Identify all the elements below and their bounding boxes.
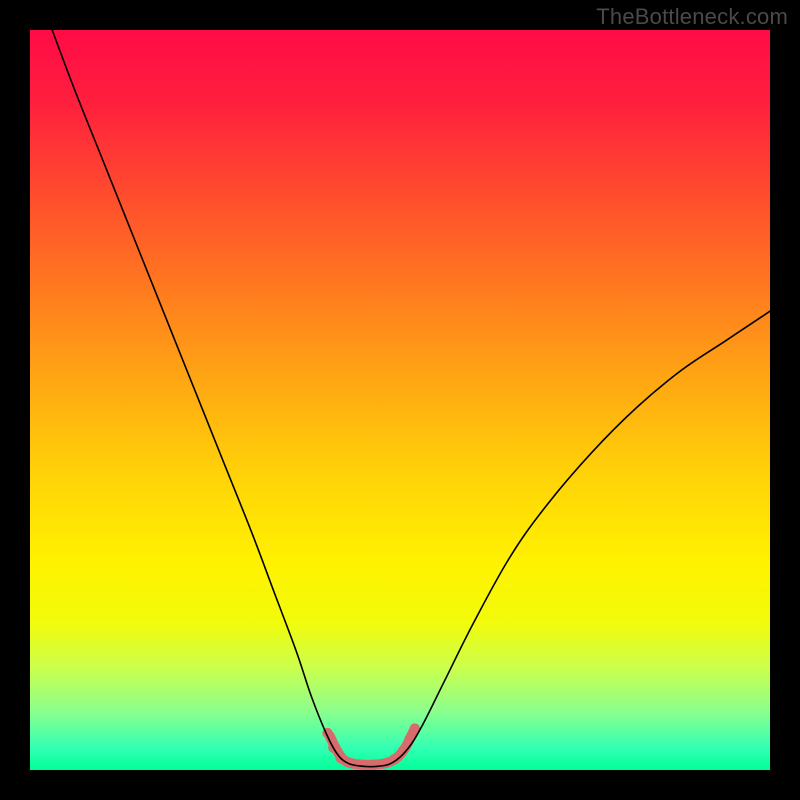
curve-layer (30, 30, 770, 770)
bottleneck-curve (52, 30, 770, 767)
watermark-text: TheBottleneck.com (596, 4, 788, 30)
chart-frame: TheBottleneck.com (0, 0, 800, 800)
plot-area (30, 30, 770, 770)
valley-marker-dots (322, 723, 420, 770)
